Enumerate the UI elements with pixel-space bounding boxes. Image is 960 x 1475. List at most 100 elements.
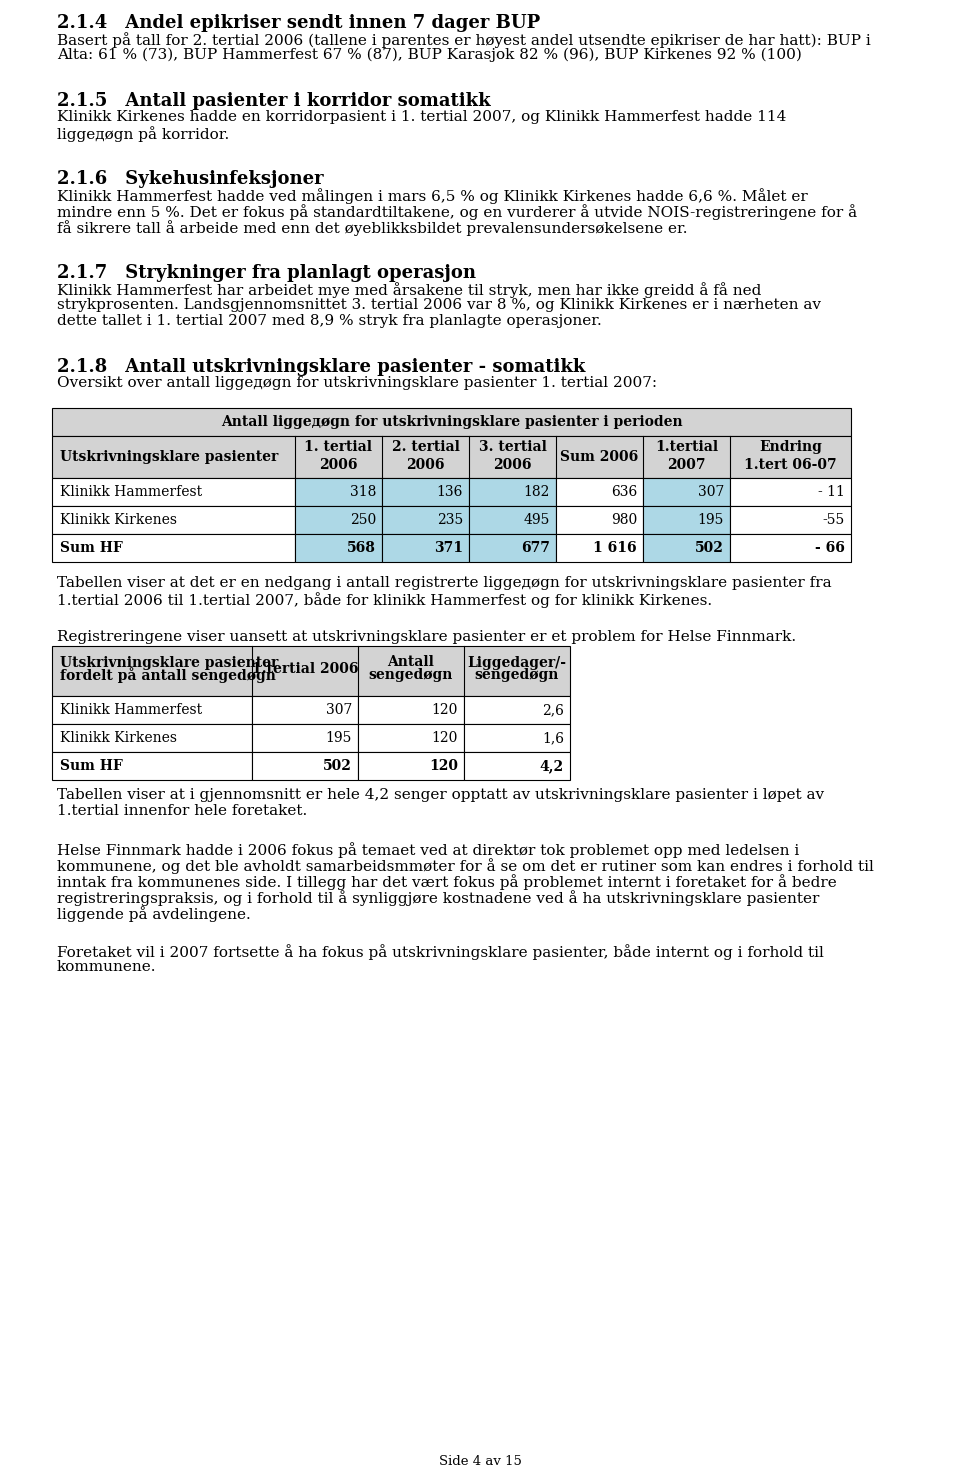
Text: Sum 2006: Sum 2006 xyxy=(561,450,638,465)
Text: 136: 136 xyxy=(437,485,463,499)
Text: Helse Finnmark hadde i 2006 fokus på temaet ved at direktør tok problemet opp me: Helse Finnmark hadde i 2006 fokus på tem… xyxy=(57,842,800,858)
Text: Klinikk Hammerfest hadde ved målingen i mars 6,5 % og Klinikk Kirkenes hadde 6,6: Klinikk Hammerfest hadde ved målingen i … xyxy=(57,187,807,204)
Bar xyxy=(52,646,570,696)
Text: kommunene, og det ble avholdt samarbeidsmmøter for å se om det er rutiner som ka: kommunene, og det ble avholdt samarbeids… xyxy=(57,858,874,873)
Text: 195: 195 xyxy=(325,732,352,745)
Bar xyxy=(382,534,469,562)
Bar xyxy=(358,724,464,752)
Text: 1 616: 1 616 xyxy=(593,541,637,555)
Text: Registreringene viser uansett at utskrivningsklare pasienter er et problem for H: Registreringene viser uansett at utskriv… xyxy=(57,630,796,645)
Bar xyxy=(52,478,295,506)
Bar xyxy=(295,506,382,534)
Text: Klinikk Kirkenes: Klinikk Kirkenes xyxy=(60,513,177,527)
Text: Antall liggедøgn for utskrivningsklare pasienter i perioden: Antall liggедøgn for utskrivningsklare p… xyxy=(221,414,683,429)
Text: få sikrere tall å arbeide med enn det øyeblikksbildet prevalensundersøkelsene er: få sikrere tall å arbeide med enn det øy… xyxy=(57,220,687,236)
Bar xyxy=(469,534,556,562)
Bar xyxy=(556,478,643,506)
Text: 1.tertial innenfor hele foretaket.: 1.tertial innenfor hele foretaket. xyxy=(57,804,307,819)
Bar xyxy=(52,506,295,534)
Text: 677: 677 xyxy=(521,541,550,555)
Text: Antall: Antall xyxy=(388,655,435,670)
Bar xyxy=(643,506,730,534)
Text: kommunene.: kommunene. xyxy=(57,960,156,974)
Text: Utskrivningsklare pasienter: Utskrivningsklare pasienter xyxy=(60,655,278,670)
Bar xyxy=(295,478,382,506)
Text: 2.1.4 Andel epikriser sendt innen 7 dager BUP: 2.1.4 Andel epikriser sendt innen 7 dage… xyxy=(57,13,540,32)
Text: inntak fra kommunenes side. I tillegg har det vært fokus på problemet internt i : inntak fra kommunenes side. I tillegg ha… xyxy=(57,875,837,889)
Text: sengedøgn: sengedøgn xyxy=(369,668,453,683)
Bar xyxy=(382,506,469,534)
Text: 2.1.8 Antall utskrivningsklare pasienter - somatikk: 2.1.8 Antall utskrivningsklare pasienter… xyxy=(57,358,586,376)
Text: 120: 120 xyxy=(432,732,458,745)
Text: Klinikk Hammerfest: Klinikk Hammerfest xyxy=(60,485,203,499)
Bar xyxy=(643,534,730,562)
Text: Liggedager/-: Liggedager/- xyxy=(468,655,566,670)
Bar xyxy=(52,724,252,752)
Text: dette tallet i 1. tertial 2007 med 8,9 % stryk fra planlagte operasjoner.: dette tallet i 1. tertial 2007 med 8,9 %… xyxy=(57,314,602,327)
Text: 120: 120 xyxy=(429,760,458,773)
Bar xyxy=(730,478,851,506)
Text: 1,6: 1,6 xyxy=(542,732,564,745)
Text: 1.tertial 2006 til 1.tertial 2007, både for klinikk Hammerfest og for klinikk Ki: 1.tertial 2006 til 1.tertial 2007, både … xyxy=(57,591,712,608)
Text: - 66: - 66 xyxy=(815,541,845,555)
Text: 318: 318 xyxy=(349,485,376,499)
Text: Utskrivningsklare pasienter: Utskrivningsklare pasienter xyxy=(60,450,278,465)
Text: 2006: 2006 xyxy=(320,457,358,472)
Text: Klinikk Kirkenes: Klinikk Kirkenes xyxy=(60,732,177,745)
Text: 1.tertial 2006: 1.tertial 2006 xyxy=(252,662,358,676)
Bar xyxy=(730,506,851,534)
Text: Klinikk Hammerfest har arbeidet mye med årsakene til stryk, men har ikke greidd : Klinikk Hammerfest har arbeidet mye med … xyxy=(57,282,761,298)
Text: Alta: 61 % (73), BUP Hammerfest 67 % (87), BUP Karasjok 82 % (96), BUP Kirkenes : Alta: 61 % (73), BUP Hammerfest 67 % (87… xyxy=(57,49,802,62)
Bar xyxy=(52,752,252,780)
Text: 1.tertial: 1.tertial xyxy=(655,441,718,454)
Text: 2.1.5 Antall pasienter i korridor somatikk: 2.1.5 Antall pasienter i korridor somati… xyxy=(57,91,491,111)
Bar xyxy=(469,478,556,506)
Bar xyxy=(730,534,851,562)
Text: 307: 307 xyxy=(325,704,352,717)
Text: Basert på tall for 2. tertial 2006 (tallene i parentes er høyest andel utsendte : Basert på tall for 2. tertial 2006 (tall… xyxy=(57,32,871,47)
Text: liggende på avdelingene.: liggende på avdelingene. xyxy=(57,906,251,922)
Text: 1.tert 06-07: 1.tert 06-07 xyxy=(744,457,837,472)
Bar xyxy=(52,437,851,478)
Text: mindre enn 5 %. Det er fokus på standardtiltakene, og en vurderer å utvide NOIS-: mindre enn 5 %. Det er fokus på standard… xyxy=(57,204,857,220)
Text: 2006: 2006 xyxy=(406,457,444,472)
Text: 495: 495 xyxy=(523,513,550,527)
Text: Tabellen viser at det er en nedgang i antall registrerte liggедøgn for utskrivni: Tabellen viser at det er en nedgang i an… xyxy=(57,577,831,590)
Text: 4,2: 4,2 xyxy=(540,760,564,773)
Text: 502: 502 xyxy=(695,541,724,555)
Bar xyxy=(52,696,252,724)
Text: Side 4 av 15: Side 4 av 15 xyxy=(439,1454,521,1468)
Text: 3. tertial: 3. tertial xyxy=(479,441,546,454)
Text: 980: 980 xyxy=(611,513,637,527)
Bar xyxy=(464,696,570,724)
Text: 568: 568 xyxy=(348,541,376,555)
Bar xyxy=(252,724,358,752)
Text: Klinikk Hammerfest: Klinikk Hammerfest xyxy=(60,704,203,717)
Text: 307: 307 xyxy=(698,485,724,499)
Text: 2.1.6 Sykehusinfeksjoner: 2.1.6 Sykehusinfeksjoner xyxy=(57,170,324,187)
Bar xyxy=(382,478,469,506)
Text: 636: 636 xyxy=(611,485,637,499)
Text: liggедøgn på korridor.: liggедøgn på korridor. xyxy=(57,125,229,142)
Text: fordelt på antall sengedøgn: fordelt på antall sengedøgn xyxy=(60,668,276,683)
Text: strykprosenten. Landsgjennomsnittet 3. tertial 2006 var 8 %, og Klinikk Kirkenes: strykprosenten. Landsgjennomsnittet 3. t… xyxy=(57,298,821,313)
Bar xyxy=(295,534,382,562)
Text: - 11: - 11 xyxy=(818,485,845,499)
Bar xyxy=(556,534,643,562)
Bar xyxy=(464,752,570,780)
Text: -55: -55 xyxy=(823,513,845,527)
Text: Foretaket vil i 2007 fortsette å ha fokus på utskrivningsklare pasienter, både i: Foretaket vil i 2007 fortsette å ha foku… xyxy=(57,944,824,960)
Text: sengedøgn: sengedøgn xyxy=(475,668,559,683)
Text: 2007: 2007 xyxy=(667,457,706,472)
Bar xyxy=(252,696,358,724)
Bar xyxy=(252,752,358,780)
Text: Tabellen viser at i gjennomsnitt er hele 4,2 senger opptatt av utskrivningsklare: Tabellen viser at i gjennomsnitt er hele… xyxy=(57,788,824,802)
Text: 235: 235 xyxy=(437,513,463,527)
Text: Sum HF: Sum HF xyxy=(60,760,123,773)
Text: 1. tertial: 1. tertial xyxy=(304,441,372,454)
Text: registreringspraksis, og i forhold til å synliggjøre kostnadene ved å ha utskriv: registreringspraksis, og i forhold til å… xyxy=(57,889,820,906)
Text: Sum HF: Sum HF xyxy=(60,541,123,555)
Text: Endring: Endring xyxy=(759,441,822,454)
Text: 195: 195 xyxy=(698,513,724,527)
Text: 250: 250 xyxy=(349,513,376,527)
